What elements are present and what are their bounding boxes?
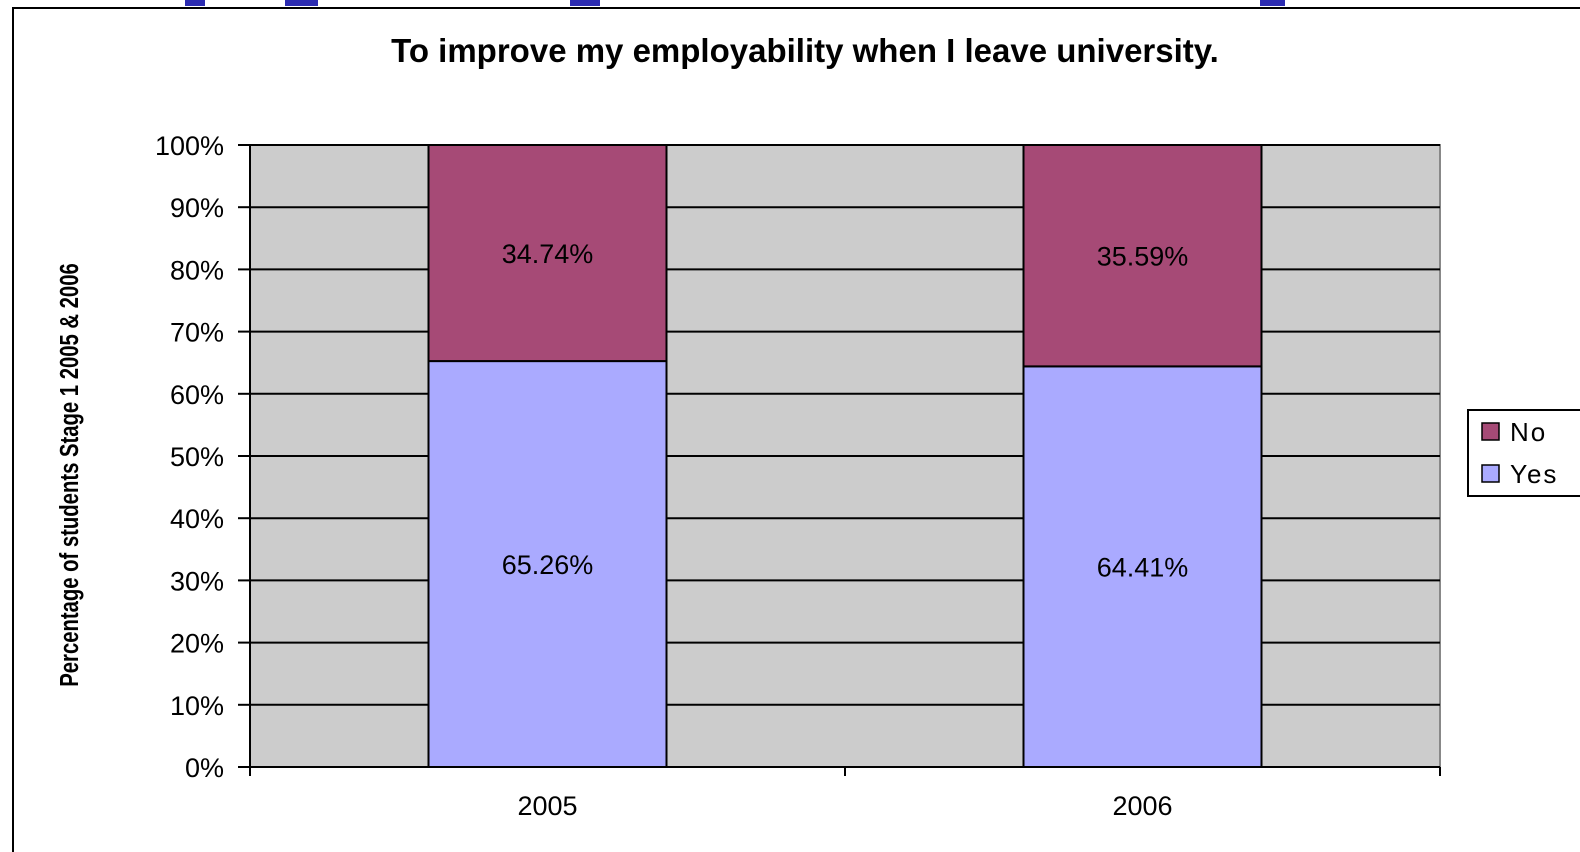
legend-label-yes: Yes [1510,459,1558,489]
y-tick-label: 100% [155,131,224,161]
data-label: 64.41% [1097,553,1189,583]
y-tick-label: 90% [170,193,224,223]
data-label: 35.59% [1097,242,1189,272]
x-tick-label: 2005 [517,791,577,821]
y-tick-label: 70% [170,318,224,348]
chart-title: To improve my employability when I leave… [391,32,1219,69]
legend-label-no: No [1510,417,1547,447]
bar-no-2005 [427,144,668,363]
y-tick-label: 50% [170,442,224,472]
y-tick-label: 60% [170,380,224,410]
y-tick-label: 0% [185,753,224,783]
bar-yes-2006 [1022,365,1263,768]
y-tick-label: 20% [170,629,224,659]
y-axis-label: Percentage of students Stage 1 2005 & 20… [55,263,84,686]
y-tick-label: 30% [170,566,224,596]
y-tick-label: 80% [170,255,224,285]
cropped-heading-fragment [185,0,1285,6]
heading-fragment-stroke [570,0,600,6]
x-tick-label: 2006 [1112,791,1172,821]
bar-no-2006 [1022,144,1263,368]
heading-fragment-stroke [185,0,205,6]
y-tick-label: 10% [170,691,224,721]
heading-fragment-stroke [1260,0,1285,6]
data-label: 65.26% [502,550,594,580]
legend-swatch-no [1481,422,1500,441]
data-label: 34.74% [502,239,594,269]
y-tick-label: 40% [170,504,224,534]
legend-swatch-yes [1481,464,1500,483]
heading-fragment-stroke [285,0,318,6]
